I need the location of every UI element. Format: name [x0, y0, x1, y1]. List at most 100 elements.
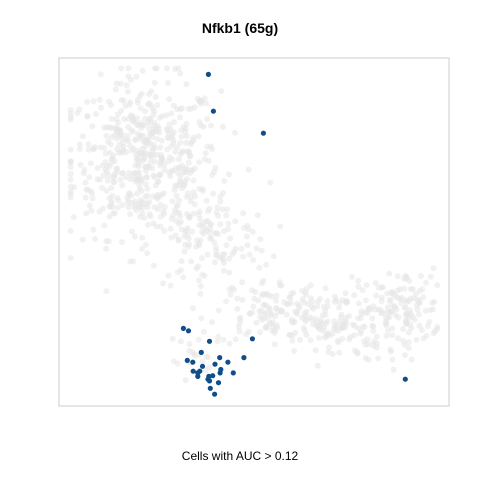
cell-point	[416, 288, 423, 295]
cell-point	[208, 235, 215, 242]
cell-point	[229, 251, 236, 258]
cell-point	[343, 297, 350, 304]
cell-point	[170, 102, 177, 109]
cell-point	[196, 208, 203, 215]
cell-point	[175, 237, 182, 244]
cell-point	[322, 285, 329, 292]
cell-point	[144, 185, 151, 192]
background-cells	[67, 65, 441, 384]
cell-point	[189, 349, 196, 356]
cell-point	[146, 125, 153, 132]
cell-point	[191, 104, 198, 111]
cell-point	[67, 170, 74, 177]
cell-point	[389, 356, 396, 363]
cell-point	[115, 197, 122, 204]
cell-point	[226, 269, 233, 276]
cell-point	[214, 204, 221, 211]
cell-point	[232, 245, 239, 252]
cell-point	[346, 313, 352, 319]
cell-point	[149, 129, 156, 136]
cell-point	[217, 221, 224, 228]
cell-point	[221, 260, 227, 267]
cell-point	[394, 273, 401, 280]
cell-point	[272, 327, 279, 334]
cell-point	[170, 358, 177, 365]
cell-point	[102, 150, 109, 157]
cell-point	[166, 96, 173, 103]
cell-point	[122, 103, 129, 109]
cell-point	[129, 228, 135, 235]
cell-point	[128, 127, 135, 134]
cell-point	[76, 145, 83, 152]
cell-point	[271, 341, 278, 348]
cell-point	[238, 245, 245, 252]
cell-point	[154, 151, 161, 158]
selected-cell-point	[199, 363, 206, 369]
cell-point	[220, 189, 227, 196]
cell-point	[426, 318, 433, 325]
cell-point	[215, 212, 221, 219]
cell-point	[367, 306, 374, 313]
selected-cell-point	[195, 373, 201, 379]
cell-point	[106, 195, 113, 202]
cell-point	[166, 154, 173, 161]
cell-point	[188, 258, 195, 265]
cell-point	[382, 314, 389, 321]
cell-point	[402, 304, 409, 311]
cell-point	[416, 297, 423, 304]
cell-point	[67, 255, 74, 261]
cell-point	[241, 224, 247, 231]
cell-point	[190, 305, 196, 312]
cell-point	[312, 315, 319, 322]
cell-point	[270, 253, 277, 260]
cell-point	[359, 287, 366, 293]
cell-point	[267, 179, 274, 186]
cell-point	[390, 366, 397, 373]
cell-point	[143, 174, 150, 181]
cell-point	[220, 228, 227, 235]
cell-point	[196, 242, 203, 249]
cell-point	[203, 197, 210, 204]
cell-point	[139, 67, 146, 74]
cell-point	[277, 223, 284, 230]
cell-point	[105, 238, 112, 245]
cell-point	[250, 257, 256, 263]
selected-cell-point	[212, 391, 218, 397]
cell-point	[400, 326, 406, 332]
cell-point	[79, 236, 86, 243]
cell-point	[82, 179, 89, 186]
cell-point	[91, 144, 98, 151]
cell-point	[185, 159, 192, 166]
cell-point	[240, 253, 246, 260]
selected-cell-point	[206, 338, 213, 344]
cell-point	[118, 97, 125, 104]
cell-point	[288, 300, 294, 307]
cell-point	[178, 133, 185, 140]
cell-point	[385, 327, 391, 334]
cell-point	[227, 291, 234, 298]
cell-point	[196, 159, 203, 166]
cell-point	[199, 358, 206, 365]
cell-point	[140, 156, 147, 163]
selected-cell-point	[241, 355, 247, 361]
cell-point	[118, 65, 125, 72]
cell-point	[276, 282, 283, 289]
cell-point	[343, 320, 350, 327]
cell-point	[154, 122, 161, 129]
cell-point	[76, 106, 83, 113]
selected-cell-point	[206, 378, 213, 384]
cell-point	[320, 303, 327, 310]
cell-point	[373, 333, 380, 340]
cell-point	[202, 150, 209, 157]
cell-point	[164, 127, 171, 134]
cell-point	[384, 304, 391, 311]
cell-point	[429, 306, 436, 313]
cell-point	[375, 284, 382, 291]
cell-point	[338, 311, 345, 318]
cell-point	[138, 188, 145, 195]
cell-point	[389, 332, 396, 339]
cell-point	[84, 98, 91, 105]
cell-point	[168, 110, 175, 117]
cell-point	[383, 332, 390, 339]
cell-point	[254, 212, 261, 219]
